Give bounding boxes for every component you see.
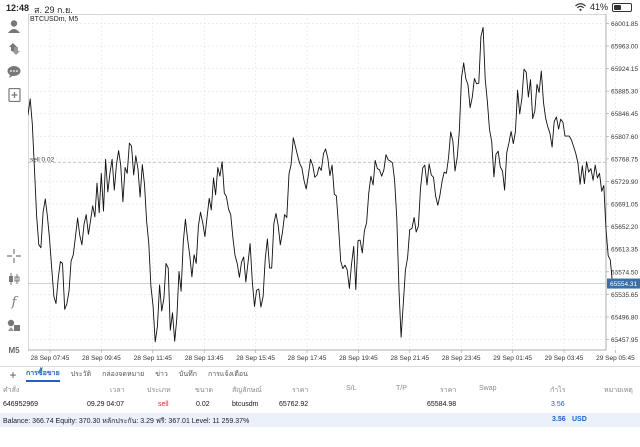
- chat-icon[interactable]: [4, 62, 24, 82]
- tab-trade[interactable]: การซื้อขาย: [26, 368, 60, 382]
- tab-journal[interactable]: บันทึก: [178, 371, 197, 378]
- tab-mailbox[interactable]: กล่องจดหมาย: [102, 371, 145, 378]
- position-symbol: btcusdm: [232, 401, 259, 408]
- x-tick-label: 28 Sep 17:45: [288, 355, 327, 362]
- position-volume: 0.02: [196, 401, 210, 408]
- header-profit: กำไร: [550, 387, 566, 394]
- function-icon[interactable]: f: [11, 294, 17, 310]
- status-date: ส. 29 ก.ย.: [34, 5, 73, 15]
- y-tick-label: 65924.15: [611, 66, 638, 73]
- y-tick-label: 65535.65: [611, 292, 638, 299]
- y-tick-label: 65846.45: [611, 111, 638, 118]
- current-price-badge: [607, 278, 640, 289]
- x-tick-label: 28 Sep 23:45: [442, 355, 481, 362]
- y-tick-label: 65691.05: [611, 202, 638, 209]
- y-tick-label: 65652.20: [611, 224, 638, 231]
- position-row[interactable]: 646952969 09.29 04:07 sell 0.02 btcusdm …: [0, 398, 640, 412]
- left-toolbar: f M5: [0, 14, 28, 356]
- y-tick-label: 65496.80: [611, 314, 638, 321]
- x-tick-label: 28 Sep 07:45: [31, 355, 70, 362]
- header-symbol: สัญลักษณ์: [232, 387, 262, 394]
- battery-icon: [612, 2, 632, 12]
- header-order: คำสั่ง: [3, 387, 20, 394]
- y-tick-label: 65729.90: [611, 179, 638, 186]
- y-tick-label: 65613.35: [611, 247, 638, 254]
- x-tick-label: 28 Sep 15:45: [236, 355, 275, 362]
- position-profit: 3.56: [551, 401, 565, 408]
- y-tick-label: 65457.95: [611, 337, 638, 344]
- current-price-label: 65554.31: [610, 281, 637, 288]
- y-tick-label: 65885.30: [611, 89, 638, 96]
- account-currency: USD: [572, 416, 587, 423]
- sell-level-label: sell 0.02: [30, 156, 55, 163]
- tab-news[interactable]: ข่าว: [155, 371, 168, 378]
- position-time: 09.29 04:07: [87, 401, 124, 408]
- x-tick-label: 29 Sep 05:45: [596, 355, 635, 362]
- tab-history[interactable]: ประวัติ: [70, 371, 92, 378]
- position-type: sell: [158, 401, 169, 408]
- toolbox-tabs: + การซื้อขาย ประวัติ กล่องจดหมาย ข่าว บั…: [0, 366, 640, 382]
- status-time: 12:48: [6, 3, 30, 13]
- status-bar: 12:48 ส. 29 ก.ย. 41%: [0, 0, 640, 16]
- header-comment: หมายเหตุ: [604, 387, 633, 394]
- x-tick-label: 28 Sep 21:45: [390, 355, 429, 362]
- new-document-icon[interactable]: [4, 85, 24, 105]
- crosshair-icon[interactable]: [4, 246, 24, 266]
- candles-icon[interactable]: [4, 269, 24, 289]
- x-tick-label: 28 Sep 19:45: [339, 355, 378, 362]
- x-tick-label: 28 Sep 09:45: [82, 355, 121, 362]
- status-right: 41%: [575, 2, 632, 12]
- position-open-price: 65762.92: [279, 401, 309, 408]
- timeframe-button[interactable]: M5: [8, 345, 20, 355]
- header-swap: Swap: [479, 385, 497, 392]
- x-tick-label: 28 Sep 11:45: [134, 355, 173, 362]
- y-tick-label: 65574.50: [611, 269, 638, 276]
- position-order: 646952969: [3, 401, 39, 408]
- x-tick-label: 29 Sep 01:45: [493, 355, 532, 362]
- y-tick-label: 66001.85: [611, 21, 638, 28]
- header-price: ราคา: [292, 387, 309, 394]
- y-tick-label: 65768.75: [611, 156, 638, 163]
- positions-header: คำสั่ง เวลา ประเภท ขนาด สัญลักษณ์ ราคา S…: [0, 382, 640, 396]
- header-time: เวลา: [110, 387, 125, 394]
- account-summary-text: Balance: 366.74 Equity: 370.30 หลักประกั…: [3, 418, 250, 425]
- header-type: ประเภท: [147, 387, 171, 394]
- objects-icon[interactable]: [4, 315, 24, 335]
- x-tick-label: 29 Sep 03:45: [545, 355, 584, 362]
- header-tp: T/P: [396, 385, 407, 392]
- y-tick-label: 65963.00: [611, 43, 638, 50]
- add-icon[interactable]: +: [9, 367, 17, 382]
- header-current-price: ราคา: [440, 387, 457, 394]
- price-chart[interactable]: 66001.85 65963.00 65924.15 65885.30 65846.45…: [28, 14, 640, 366]
- header-sl: S/L: [346, 385, 357, 392]
- quotes-icon[interactable]: [4, 39, 24, 59]
- user-icon[interactable]: [4, 16, 24, 36]
- account-summary: Balance: 366.74 Equity: 370.30 หลักประกั…: [0, 413, 640, 427]
- wifi-icon: [575, 3, 586, 11]
- header-volume: ขนาด: [195, 387, 214, 394]
- position-current-price: 65584.98: [427, 401, 457, 408]
- total-profit: 3.56: [552, 416, 566, 423]
- y-tick-label: 65807.60: [611, 134, 638, 141]
- chart-svg[interactable]: 66001.85 65963.00 65924.15 65885.30 65846.45…: [28, 14, 640, 366]
- battery-percent: 41%: [589, 2, 608, 12]
- price-series-line: [28, 26, 613, 343]
- tab-alerts[interactable]: การแจ้งเตือน: [207, 371, 248, 378]
- chart-symbol-label: BTCUSDm, M5: [30, 16, 79, 23]
- x-tick-label: 28 Sep 13:45: [185, 355, 224, 362]
